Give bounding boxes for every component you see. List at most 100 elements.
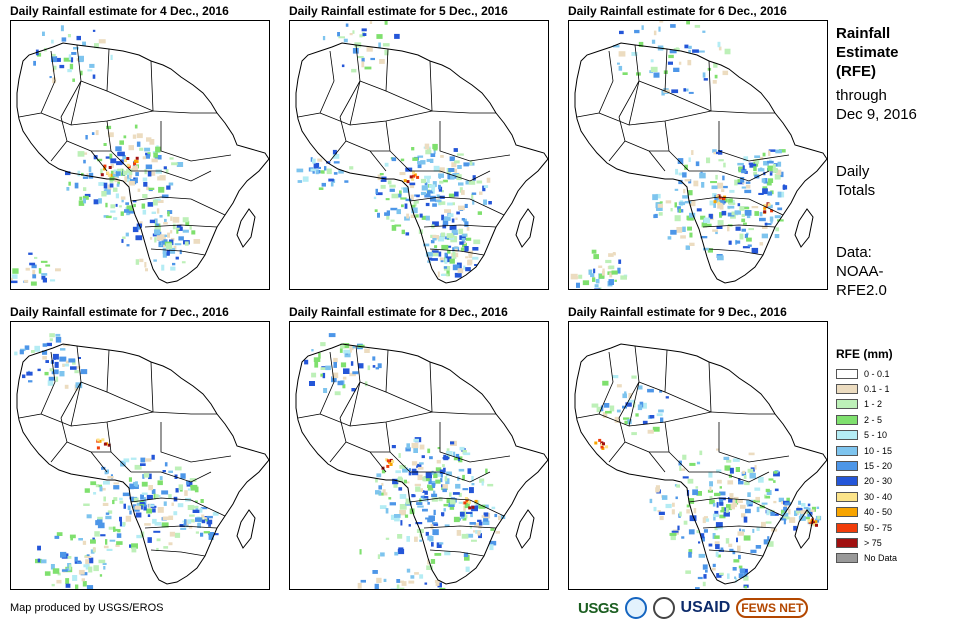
rain-cell [155, 169, 162, 174]
rain-cell [377, 174, 382, 181]
country-border [638, 349, 668, 393]
country-border [131, 471, 212, 483]
rain-cell [729, 548, 734, 552]
rain-cell [433, 149, 436, 154]
rain-cell [410, 194, 414, 201]
rain-cell [719, 200, 725, 205]
rain-cell [460, 247, 465, 251]
rain-cell [122, 492, 130, 497]
rain-cell [149, 236, 153, 240]
rain-cell [156, 547, 159, 551]
rain-cell [406, 443, 410, 449]
rain-cell [755, 496, 760, 501]
rain-cell [150, 172, 156, 176]
rain-cell [148, 189, 153, 192]
rain-cell [389, 188, 395, 192]
country-border [70, 411, 154, 427]
rain-cell [369, 21, 373, 24]
rain-cell [432, 522, 438, 525]
rain-cell [689, 242, 695, 246]
rain-cell [628, 393, 632, 399]
rain-cell [748, 503, 753, 506]
country-border [130, 497, 226, 517]
rain-cell [437, 471, 442, 477]
rain-cell [328, 178, 334, 182]
rain-cell [627, 419, 632, 425]
africa-outline [574, 42, 827, 284]
rain-cell [663, 89, 670, 93]
rain-cell [22, 374, 26, 379]
rain-cell [465, 267, 471, 272]
rain-cell [478, 524, 482, 529]
rain-cell [147, 514, 151, 517]
rain-cell [775, 227, 780, 232]
rain-cell [123, 135, 127, 139]
rain-cell [155, 146, 161, 153]
rain-cell [673, 67, 680, 72]
country-border [702, 525, 776, 529]
rain-cell [71, 52, 77, 55]
rain-cell [463, 514, 468, 519]
rain-cell [411, 204, 416, 210]
rain-cell [340, 362, 347, 368]
rain-cell [51, 583, 55, 587]
rain-cell [444, 524, 450, 527]
rain-cell [125, 202, 129, 205]
rain-cell [105, 539, 108, 545]
rain-cell [178, 236, 184, 241]
rain-cell [777, 219, 784, 222]
rain-cell [320, 342, 326, 347]
rain-cell [605, 259, 612, 264]
heavy-rain-cell [412, 174, 416, 178]
africa-rainfall-map [289, 20, 549, 290]
rain-cell [411, 207, 418, 214]
rain-cell [60, 348, 66, 351]
rain-cell [103, 481, 110, 485]
rain-cell [152, 151, 156, 154]
rain-cell [432, 250, 439, 253]
usaid-logo: USAID [680, 599, 731, 616]
rain-cell [741, 213, 745, 217]
rain-cell [741, 529, 745, 533]
rain-cell [154, 226, 161, 232]
rain-cell [433, 509, 436, 515]
rain-cell [650, 66, 658, 72]
rain-cell [688, 157, 691, 162]
rain-cell [392, 478, 399, 485]
rain-cell [412, 157, 418, 161]
legend-label: No Data [864, 553, 898, 564]
rain-cell [744, 568, 748, 575]
rain-cell [109, 179, 114, 183]
rain-cell [189, 514, 195, 517]
rain-cell [592, 277, 596, 282]
rain-cell [179, 524, 185, 527]
rain-cell [153, 530, 161, 533]
rain-cell [687, 59, 692, 66]
rain-cell [168, 470, 173, 473]
rain-cell [406, 536, 410, 542]
rain-cell [113, 528, 118, 532]
heavy-rain-cell [600, 445, 604, 449]
rain-cell [56, 579, 62, 584]
rain-cell [722, 198, 728, 203]
rain-cell [777, 161, 782, 167]
rain-cell [200, 532, 204, 537]
rain-cell [208, 532, 215, 536]
rain-cell [68, 181, 71, 186]
rain-cell [95, 484, 99, 488]
rain-cell [109, 183, 114, 188]
rain-cell [349, 345, 354, 351]
country-border [708, 248, 764, 256]
rain-cell [426, 177, 430, 184]
rain-cell [110, 54, 113, 60]
rain-cell [784, 502, 791, 506]
rain-cell [687, 226, 692, 231]
rain-cell [149, 219, 156, 224]
rain-cell [32, 269, 36, 275]
rain-cell [452, 256, 457, 259]
rain-cell [409, 182, 415, 189]
rain-cell [83, 198, 86, 204]
africa-outline [16, 42, 269, 284]
rain-cell [415, 522, 423, 525]
rain-cell [459, 241, 464, 245]
